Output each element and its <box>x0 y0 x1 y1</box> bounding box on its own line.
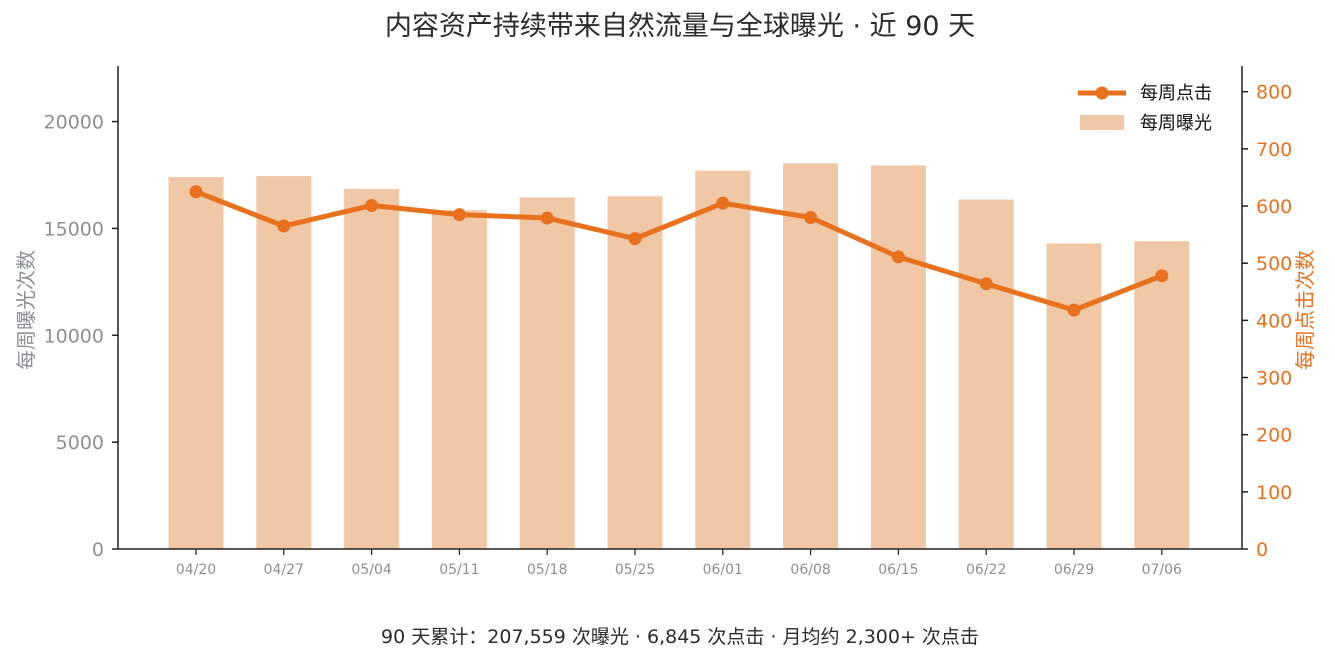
right-tick-label: 300 <box>1256 368 1292 390</box>
x-tick-label: 05/18 <box>527 562 567 578</box>
clicks-line <box>193 189 1165 313</box>
bar-06-22 <box>958 199 1014 550</box>
legend: 每周点击 每周曝光 <box>1078 83 1212 134</box>
clicks-point-05-25 <box>628 232 642 246</box>
clicks-point-05-18 <box>540 211 554 225</box>
bar-05-11 <box>431 210 487 549</box>
left-axis-ticks: 0 5000 10000 15000 20000 <box>44 112 118 561</box>
x-tick-label: 05/04 <box>351 562 391 578</box>
x-tick-label: 05/11 <box>439 562 479 578</box>
right-axis-ticks: 0 100 200 300 400 500 600 700 800 <box>1242 82 1292 561</box>
clicks-point-06-08 <box>804 210 818 224</box>
right-tick-label: 100 <box>1256 482 1292 504</box>
bar-05-18 <box>519 197 575 549</box>
clicks-point-05-04 <box>365 198 379 212</box>
x-tick-label: 06/01 <box>703 562 743 578</box>
clicks-point-06-15 <box>891 250 905 264</box>
bar-06-29 <box>1046 243 1102 549</box>
left-tick-label: 0 <box>92 539 104 561</box>
chart-footer-summary: 90 天累计：207,559 次曝光 · 6,845 次点击 · 月均约 2,3… <box>381 626 979 648</box>
legend-bar-label: 每周曝光 <box>1140 113 1212 134</box>
right-tick-label: 0 <box>1256 539 1268 561</box>
bar-07-06 <box>1134 241 1190 549</box>
line-layer <box>189 185 1169 317</box>
right-tick-label: 600 <box>1256 196 1292 218</box>
x-tick-label: 06/29 <box>1054 562 1094 578</box>
right-tick-label: 800 <box>1256 82 1292 104</box>
clicks-point-06-01 <box>716 196 730 210</box>
bar-04-27 <box>256 176 312 550</box>
left-tick-label: 10000 <box>44 325 104 347</box>
clicks-point-04-27 <box>277 219 291 233</box>
x-tick-label: 07/06 <box>1142 562 1182 578</box>
legend-line-marker <box>1095 86 1109 100</box>
clicks-point-06-29 <box>1067 303 1081 317</box>
bar-05-25 <box>607 196 663 550</box>
legend-line-label: 每周点击 <box>1140 83 1212 104</box>
bar-05-04 <box>344 188 400 550</box>
right-tick-label: 200 <box>1256 425 1292 447</box>
bars-layer <box>168 163 1190 550</box>
x-tick-label: 06/15 <box>878 562 918 578</box>
right-tick-label: 500 <box>1256 253 1292 275</box>
x-tick-label: 06/08 <box>790 562 830 578</box>
x-axis-ticks: 04/20 04/27 05/04 05/11 05/18 05/25 06/01 06/08… <box>176 549 1182 578</box>
left-tick-label: 20000 <box>44 112 104 134</box>
left-axis-label: 每周曝光次数 <box>14 250 38 370</box>
left-tick-label: 15000 <box>44 218 104 240</box>
chart-title: 内容资产持续带来自然流量与全球曝光 · 近 90 天 <box>385 11 975 42</box>
bar-04-20 <box>168 177 224 549</box>
legend-bar-swatch <box>1080 115 1124 130</box>
left-tick-label: 5000 <box>56 432 104 454</box>
right-axis-label: 每周点击次数 <box>1293 250 1317 370</box>
clicks-point-05-11 <box>452 208 466 222</box>
right-tick-label: 700 <box>1256 139 1292 161</box>
x-tick-label: 04/27 <box>264 562 304 578</box>
bar-06-01 <box>695 170 751 549</box>
x-tick-label: 04/20 <box>176 562 216 578</box>
x-tick-label: 06/22 <box>966 562 1006 578</box>
x-tick-label: 05/25 <box>615 562 655 578</box>
clicks-point-04-20 <box>189 185 203 199</box>
clicks-point-07-06 <box>1155 269 1169 283</box>
right-tick-label: 400 <box>1256 310 1292 332</box>
bar-06-15 <box>870 165 926 550</box>
clicks-point-06-22 <box>979 277 993 291</box>
